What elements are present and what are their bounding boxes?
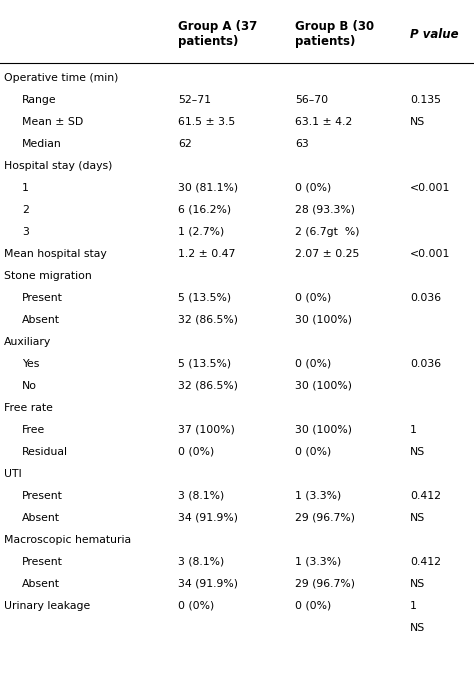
Text: <0.001: <0.001	[410, 183, 450, 193]
Text: 29 (96.7%): 29 (96.7%)	[295, 579, 355, 589]
Text: 34 (91.9%): 34 (91.9%)	[178, 513, 238, 523]
Text: Yes: Yes	[22, 359, 39, 369]
Text: 2: 2	[22, 205, 29, 215]
Text: Residual: Residual	[22, 447, 68, 457]
Text: 0.135: 0.135	[410, 95, 441, 105]
Text: NS: NS	[410, 623, 425, 633]
Text: 2 (6.7gt  %): 2 (6.7gt %)	[295, 227, 359, 237]
Text: 56–70: 56–70	[295, 95, 328, 105]
Text: 1: 1	[22, 183, 29, 193]
Text: 61.5 ± 3.5: 61.5 ± 3.5	[178, 117, 235, 127]
Text: Operative time (min): Operative time (min)	[4, 73, 118, 83]
Text: 0.036: 0.036	[410, 359, 441, 369]
Text: NS: NS	[410, 447, 425, 457]
Text: 6 (16.2%): 6 (16.2%)	[178, 205, 231, 215]
Text: Present: Present	[22, 293, 63, 303]
Text: 0.412: 0.412	[410, 491, 441, 501]
Text: Mean hospital stay: Mean hospital stay	[4, 249, 107, 259]
Text: Free: Free	[22, 425, 45, 435]
Text: 1: 1	[410, 601, 417, 611]
Text: 0 (0%): 0 (0%)	[295, 447, 331, 457]
Text: 0 (0%): 0 (0%)	[295, 293, 331, 303]
Text: Absent: Absent	[22, 579, 60, 589]
Text: 30 (100%): 30 (100%)	[295, 315, 352, 325]
Text: 32 (86.5%): 32 (86.5%)	[178, 315, 238, 325]
Text: 0 (0%): 0 (0%)	[178, 447, 214, 457]
Text: 3: 3	[22, 227, 29, 237]
Text: 3 (8.1%): 3 (8.1%)	[178, 557, 224, 567]
Text: Free rate: Free rate	[4, 403, 53, 413]
Text: 30 (81.1%): 30 (81.1%)	[178, 183, 238, 193]
Text: Present: Present	[22, 491, 63, 501]
Text: 3 (8.1%): 3 (8.1%)	[178, 491, 224, 501]
Text: UTI: UTI	[4, 469, 22, 479]
Text: 32 (86.5%): 32 (86.5%)	[178, 381, 238, 391]
Text: Group B (30
patients): Group B (30 patients)	[295, 20, 374, 48]
Text: 1 (3.3%): 1 (3.3%)	[295, 491, 341, 501]
Text: 1 (3.3%): 1 (3.3%)	[295, 557, 341, 567]
Text: 63: 63	[295, 139, 309, 149]
Text: Auxiliary: Auxiliary	[4, 337, 51, 347]
Text: Stone migration: Stone migration	[4, 271, 92, 281]
Text: 63.1 ± 4.2: 63.1 ± 4.2	[295, 117, 352, 127]
Text: 1 (2.7%): 1 (2.7%)	[178, 227, 224, 237]
Text: 0 (0%): 0 (0%)	[295, 183, 331, 193]
Text: Mean ± SD: Mean ± SD	[22, 117, 83, 127]
Text: 0.412: 0.412	[410, 557, 441, 567]
Text: Range: Range	[22, 95, 56, 105]
Text: 1.2 ± 0.47: 1.2 ± 0.47	[178, 249, 236, 259]
Text: 30 (100%): 30 (100%)	[295, 425, 352, 435]
Text: Urinary leakage: Urinary leakage	[4, 601, 90, 611]
Text: Absent: Absent	[22, 315, 60, 325]
Text: 0 (0%): 0 (0%)	[178, 601, 214, 611]
Text: 2.07 ± 0.25: 2.07 ± 0.25	[295, 249, 359, 259]
Text: 0 (0%): 0 (0%)	[295, 359, 331, 369]
Text: NS: NS	[410, 513, 425, 523]
Text: 5 (13.5%): 5 (13.5%)	[178, 359, 231, 369]
Text: 37 (100%): 37 (100%)	[178, 425, 235, 435]
Text: 30 (100%): 30 (100%)	[295, 381, 352, 391]
Text: <0.001: <0.001	[410, 249, 450, 259]
Text: 28 (93.3%): 28 (93.3%)	[295, 205, 355, 215]
Text: Hospital stay (days): Hospital stay (days)	[4, 161, 112, 171]
Text: Present: Present	[22, 557, 63, 567]
Text: 62: 62	[178, 139, 192, 149]
Text: NS: NS	[410, 579, 425, 589]
Text: 29 (96.7%): 29 (96.7%)	[295, 513, 355, 523]
Text: 1: 1	[410, 425, 417, 435]
Text: 52–71: 52–71	[178, 95, 211, 105]
Text: Median: Median	[22, 139, 62, 149]
Text: 34 (91.9%): 34 (91.9%)	[178, 579, 238, 589]
Text: No: No	[22, 381, 37, 391]
Text: NS: NS	[410, 117, 425, 127]
Text: Absent: Absent	[22, 513, 60, 523]
Text: Group A (37
patients): Group A (37 patients)	[178, 20, 257, 48]
Text: 5 (13.5%): 5 (13.5%)	[178, 293, 231, 303]
Text: Macroscopic hematuria: Macroscopic hematuria	[4, 535, 131, 545]
Text: P value: P value	[410, 27, 459, 40]
Text: 0 (0%): 0 (0%)	[295, 601, 331, 611]
Text: 0.036: 0.036	[410, 293, 441, 303]
